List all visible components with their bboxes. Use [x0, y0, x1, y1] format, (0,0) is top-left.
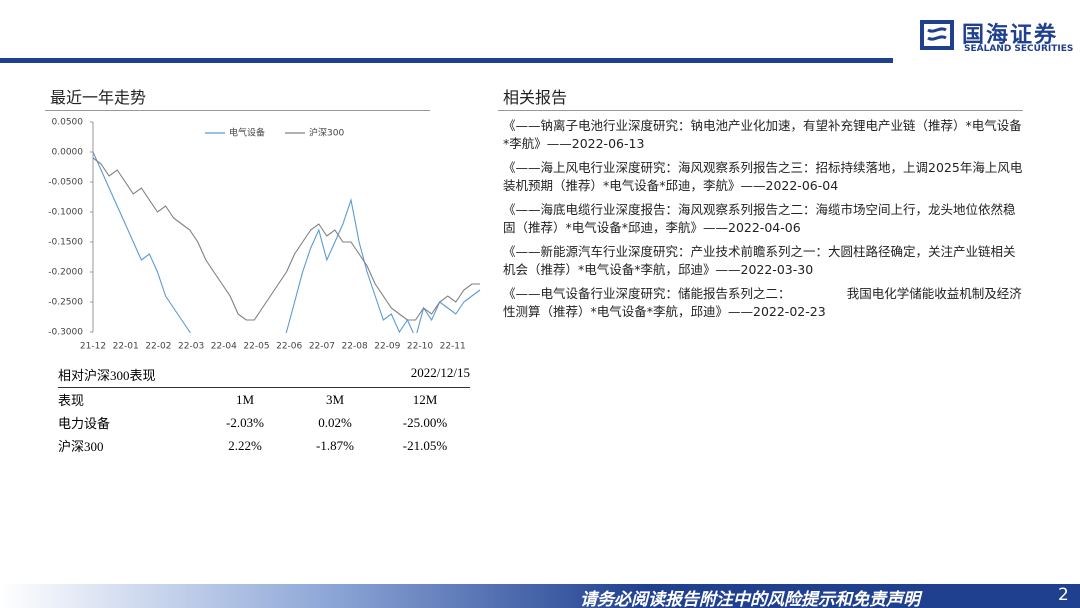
x-tick-label: 22-06	[276, 342, 302, 352]
table-row: 电力设备 -2.03% 0.02% -25.00%	[58, 411, 470, 434]
table-cell: 0.02%	[318, 414, 352, 430]
report-item: 《——海底电缆行业深度报告：海风观察系列报告之二：海缆市场空间上行，龙头地位依然…	[503, 202, 1016, 235]
table-cell: -1.87%	[316, 437, 354, 453]
x-tick-label: 22-03	[178, 342, 204, 352]
section-title: 相关报告	[503, 88, 568, 107]
y-tick-label: 0.0000	[52, 148, 84, 158]
report-list: 《——钠离子电池行业深度研究：钠电池产业化加速，有望补充锂电产业链（推荐）*电气…	[503, 117, 1023, 327]
report-item: 《——钠离子电池行业深度研究：钠电池产业化加速，有望补充锂电产业链（推荐）*电气…	[503, 118, 1022, 151]
table-title-row: 相对沪深300表现 2022/12/15	[58, 365, 470, 388]
section-rule	[45, 110, 430, 111]
disclaimer: 请务必阅读报告附注中的风险提示和免责声明	[580, 590, 920, 608]
table-cell: -2.03%	[226, 414, 264, 430]
y-tick-label: -0.1000	[48, 208, 83, 218]
page-number: 2	[1058, 585, 1069, 605]
y-tick-label: -0.0500	[48, 178, 83, 188]
table-cell: 沪深300	[58, 439, 104, 454]
header-rule	[0, 58, 893, 63]
series-line	[93, 157, 480, 321]
report-item: 《——海上风电行业深度研究：海风观察系列报告之三：招标持续落地，上调2025年海…	[503, 160, 1023, 193]
legend-label: 沪深300	[309, 127, 344, 139]
footer-bar	[0, 584, 1080, 608]
x-tick-label: 22-05	[243, 342, 269, 352]
table-cell: 电力设备	[58, 416, 111, 431]
x-tick-label: 22-09	[374, 342, 400, 352]
y-tick-label: -0.1500	[48, 238, 83, 248]
table-cell: -25.00%	[402, 414, 448, 430]
x-tick-label: 21-12	[80, 342, 106, 352]
table-cell: 1M	[235, 391, 255, 407]
x-tick-label: 22-04	[211, 342, 237, 352]
y-tick-label: -0.3000	[48, 328, 83, 338]
y-tick-label: -0.2500	[48, 298, 83, 308]
x-tick-label: 22-08	[342, 342, 368, 352]
table-cell: 2.22%	[228, 437, 262, 453]
table-cell: 表现	[58, 393, 85, 408]
x-tick-label: 22-02	[145, 342, 171, 352]
x-tick-label: 22-10	[407, 342, 433, 352]
y-tick-label: 0.0500	[52, 118, 84, 128]
perf-table-wrap: 相对沪深300表现 2022/12/15 表现 1M 3M 12M 电力设备 -2.03%…	[58, 365, 470, 457]
table-title: 相对沪深300表现	[58, 368, 156, 383]
report-item: 《——电气设备行业深度研究：储能报告系列之二： 我国电化学储能收益机制及经济性测…	[503, 286, 1022, 319]
report-item: 《——新能源汽车行业深度研究：产业技术前瞻系列之一：大圆柱路径确定，关注产业链相…	[503, 244, 1016, 277]
y-tick-label: -0.2000	[48, 268, 83, 278]
table-date: 2022/12/15	[410, 365, 470, 380]
x-tick-label: 22-07	[309, 342, 335, 352]
perf-table: 表现 1M 3M 12M 电力设备 -2.03% 0.02% -25.00% 沪深300 2.22…	[58, 388, 470, 457]
section-rule	[498, 110, 1023, 111]
logo-icon	[920, 20, 954, 50]
legend-label: 电气设备	[229, 127, 265, 139]
plot	[93, 151, 481, 333]
chart: 0.0500 0.0000 -0.0500 -0.1000 -0.1500 -0.2000…	[48, 118, 481, 352]
brand-en: SEALAND SECURITIES	[964, 44, 1074, 54]
table-cell: 3M	[325, 391, 345, 407]
table-cell: -21.05%	[402, 437, 448, 453]
x-tick-label: 22-11	[440, 342, 466, 352]
table-cell: 12M	[412, 391, 438, 407]
x-tick-label: 22-01	[113, 342, 139, 352]
series-line	[93, 151, 481, 333]
brand: 国海证券	[962, 23, 1059, 48]
section-title: 最近一年走势	[50, 88, 147, 107]
table-row: 表现 1M 3M 12M	[58, 388, 470, 411]
table-row: 沪深300 2.22% -1.87% -21.05%	[58, 434, 470, 457]
